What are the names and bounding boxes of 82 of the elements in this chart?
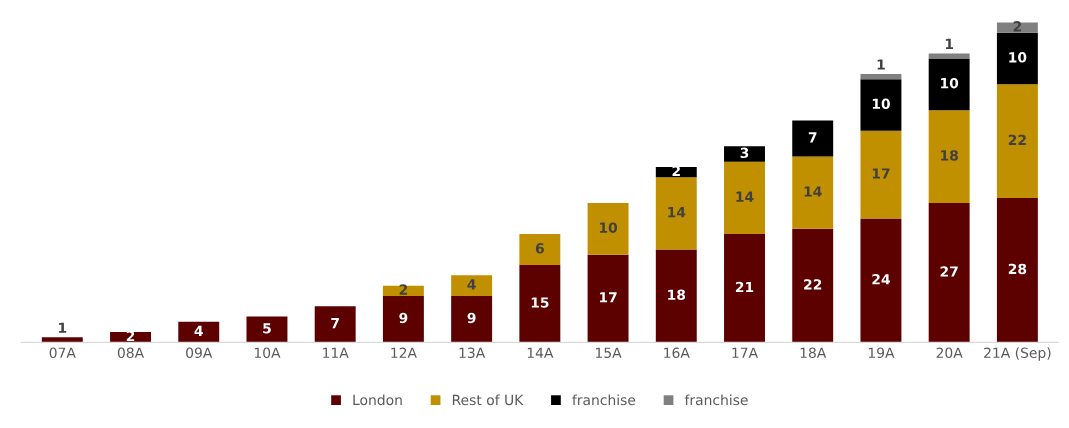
- bar: [996, 22, 1038, 33]
- bar: [792, 156, 834, 229]
- data-label: 9: [467, 312, 476, 324]
- bar: [996, 197, 1038, 343]
- bar: [996, 84, 1038, 198]
- x-tick-label: 14A: [527, 347, 554, 358]
- x-tick-label: 11A: [323, 347, 349, 358]
- bar: [928, 53, 970, 59]
- legend-label: franchise: [684, 394, 748, 406]
- legend-label: Rest of UK: [452, 394, 524, 406]
- bar: [928, 203, 970, 343]
- data-label: 18: [941, 150, 958, 161]
- data-label: 18: [668, 289, 686, 300]
- data-label: 14: [668, 207, 686, 218]
- bar: [655, 249, 697, 343]
- bar: [246, 316, 288, 343]
- bar: [724, 146, 765, 162]
- legend-label: London: [353, 394, 402, 406]
- bar: [178, 321, 220, 343]
- bar: [587, 254, 629, 343]
- data-label: 4: [194, 325, 203, 336]
- bar: [314, 306, 356, 343]
- data-label: 5: [263, 323, 271, 334]
- data-label: 9: [399, 312, 408, 324]
- data-label: 1: [877, 59, 885, 70]
- data-label: 10: [941, 77, 959, 89]
- data-label: 14: [804, 186, 822, 197]
- data-label: 15: [531, 297, 549, 308]
- bar: [519, 234, 561, 265]
- bar: [996, 32, 1038, 85]
- data-label: 10: [599, 222, 618, 233]
- bar: [519, 264, 561, 343]
- data-label: 17: [599, 292, 617, 303]
- x-tick-label: 19A: [868, 347, 895, 359]
- bar: [41, 337, 83, 343]
- x-tick-label: 15A: [596, 347, 622, 359]
- x-tick-label: 10A: [254, 347, 281, 359]
- x-tick-label: 16A: [664, 347, 690, 359]
- data-label: 22: [804, 279, 822, 290]
- x-tick-label: 12A: [391, 347, 417, 358]
- data-label: 7: [331, 318, 339, 329]
- bar: [928, 110, 970, 204]
- data-label: 6: [535, 243, 544, 254]
- data-label: 3: [740, 147, 749, 159]
- data-label: 1: [59, 322, 67, 333]
- data-label: 14: [736, 191, 754, 202]
- legend-label: franchise: [572, 394, 636, 406]
- data-label: 10: [872, 98, 890, 110]
- data-label: 2: [399, 284, 408, 295]
- data-label: 28: [1008, 263, 1027, 275]
- x-tick-label: 18A: [800, 347, 827, 359]
- bar: [860, 79, 902, 131]
- bar: [382, 295, 424, 343]
- bar: [451, 275, 493, 296]
- bar: [724, 161, 765, 235]
- x-tick-label: 21A (Sep): [984, 347, 1051, 361]
- bar: [655, 177, 697, 250]
- bar: [587, 203, 629, 255]
- bar: [860, 218, 902, 343]
- x-tick-label: 09A: [186, 347, 213, 359]
- data-label: 1: [945, 38, 954, 49]
- data-label: 24: [872, 274, 890, 285]
- data-label: 2: [1013, 21, 1021, 32]
- data-label: 21: [735, 281, 754, 293]
- data-label: 22: [1008, 134, 1026, 145]
- data-label: 17: [872, 168, 890, 179]
- x-tick-label: 20A: [936, 347, 963, 359]
- x-tick-label: 08A: [117, 347, 144, 359]
- bar: [928, 58, 970, 111]
- data-label: 10: [1009, 52, 1027, 63]
- x-tick-label: 17A: [732, 347, 758, 358]
- bar: [451, 295, 493, 343]
- bar: [724, 234, 765, 343]
- bar: [860, 74, 902, 80]
- x-tick-label: 13A: [459, 347, 486, 359]
- data-label: 27: [940, 266, 958, 277]
- data-label: 7: [808, 132, 817, 143]
- bar: [792, 228, 834, 343]
- data-label: 4: [467, 279, 476, 290]
- bar: [860, 130, 902, 219]
- x-tick-label: 07A: [49, 347, 76, 359]
- bar: [792, 120, 834, 157]
